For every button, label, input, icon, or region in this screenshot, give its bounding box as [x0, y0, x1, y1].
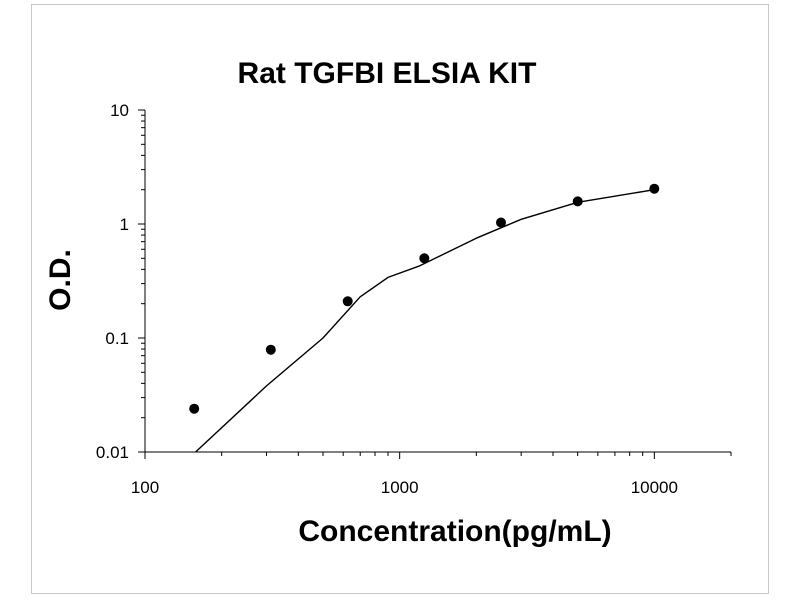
- x-tick-label: 10000: [631, 478, 678, 497]
- y-tick-label: 10: [110, 101, 129, 120]
- fit-curve: [195, 189, 655, 453]
- fit-curve-group: [195, 189, 655, 453]
- x-tick-label: 100: [131, 478, 159, 497]
- x-tick-label: 1000: [381, 478, 419, 497]
- data-point: [496, 217, 506, 228]
- y-tick-label: 0.01: [96, 443, 129, 462]
- data-point: [342, 296, 353, 307]
- data-point: [419, 253, 430, 264]
- axes: [138, 109, 732, 459]
- data-point: [649, 183, 660, 194]
- data-point: [189, 403, 200, 414]
- chart-title: Rat TGFBI ELSIA KIT: [238, 57, 537, 90]
- data-point: [265, 344, 276, 355]
- x-axis-title: Concentration(pg/mL): [298, 515, 611, 548]
- data-points: [189, 183, 660, 414]
- y-axis-title: O.D.: [44, 249, 77, 311]
- y-tick-label: 0.1: [105, 329, 129, 348]
- chart-frame: [31, 4, 769, 594]
- y-tick-label: 1: [120, 215, 129, 234]
- data-point: [572, 196, 583, 207]
